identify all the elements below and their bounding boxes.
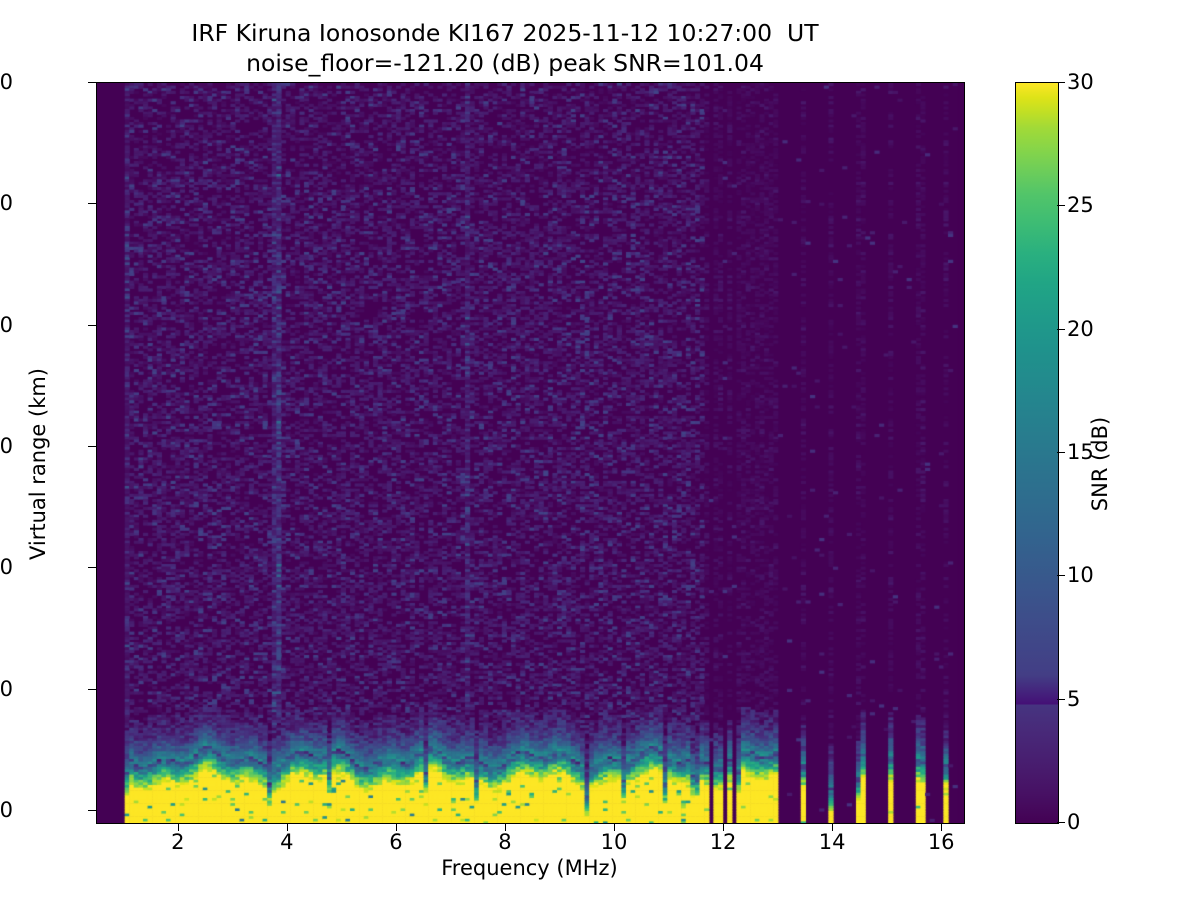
colorbar-tick-label: 0 (1067, 810, 1081, 834)
page-title: IRF Kiruna Ionosonde KI167 2025-11-12 10… (0, 18, 1010, 78)
x-tick-label: 4 (280, 830, 294, 854)
x-tick-label: 8 (498, 830, 512, 854)
y-tick-mark (88, 445, 96, 447)
heatmap-plot-area (96, 82, 965, 824)
colorbar-tick-mark (1057, 698, 1065, 700)
x-tick-label: 16 (927, 830, 955, 854)
colorbar-tick-label: 15 (1067, 440, 1094, 464)
y-tick-label: 600 (0, 70, 13, 94)
y-tick-mark (88, 809, 96, 811)
y-tick-label: 500 (0, 191, 13, 216)
y-tick-mark (88, 324, 96, 326)
colorbar-gradient (1016, 83, 1058, 823)
title-line-2: noise_floor=-121.20 (dB) peak SNR=101.04 (246, 49, 764, 77)
colorbar-tick-mark (1057, 575, 1065, 577)
colorbar-tick-mark (1057, 328, 1065, 330)
colorbar-tick-label: 5 (1067, 686, 1081, 711)
x-tick-mark (832, 823, 834, 831)
y-tick-label: 400 (0, 312, 13, 337)
y-tick-label: 200 (0, 555, 13, 580)
x-tick-mark (177, 823, 179, 831)
colorbar-tick-mark (1057, 82, 1065, 83)
title-line-1: IRF Kiruna Ionosonde KI167 2025-11-12 10… (191, 19, 819, 47)
x-tick-mark (504, 823, 506, 831)
colorbar-tick-label: 10 (1067, 563, 1094, 588)
colorbar-tick-label: 20 (1067, 316, 1094, 341)
x-tick-mark (286, 823, 288, 831)
x-axis-label: Frequency (MHz) (441, 856, 618, 880)
y-tick-label: 100 (0, 676, 13, 701)
y-tick-mark (88, 567, 96, 569)
colorbar-tick-label: 30 (1067, 70, 1094, 94)
colorbar-tick-mark (1057, 452, 1065, 453)
y-tick-mark (88, 688, 96, 690)
x-tick-mark (395, 823, 397, 831)
y-tick-mark (88, 82, 96, 83)
x-tick-label: 12 (709, 830, 737, 854)
y-tick-mark (88, 203, 96, 205)
x-tick-mark (723, 823, 725, 831)
ionogram-heatmap-canvas (97, 83, 964, 823)
colorbar (1015, 82, 1059, 824)
colorbar-tick-mark (1057, 822, 1065, 823)
y-tick-label: 300 (0, 433, 13, 458)
x-tick-label: 14 (818, 830, 846, 854)
y-axis-label: Virtual range (km) (26, 367, 50, 561)
y-tick-label: 0 (0, 797, 13, 822)
colorbar-tick-label: 25 (1067, 193, 1094, 218)
colorbar-tick-mark (1057, 205, 1065, 207)
x-tick-label: 10 (600, 830, 628, 854)
x-tick-mark (941, 823, 943, 831)
colorbar-label: SNR (dB) (1088, 416, 1112, 512)
x-tick-label: 6 (389, 830, 403, 854)
x-tick-label: 2 (171, 830, 185, 854)
x-tick-mark (614, 823, 616, 831)
